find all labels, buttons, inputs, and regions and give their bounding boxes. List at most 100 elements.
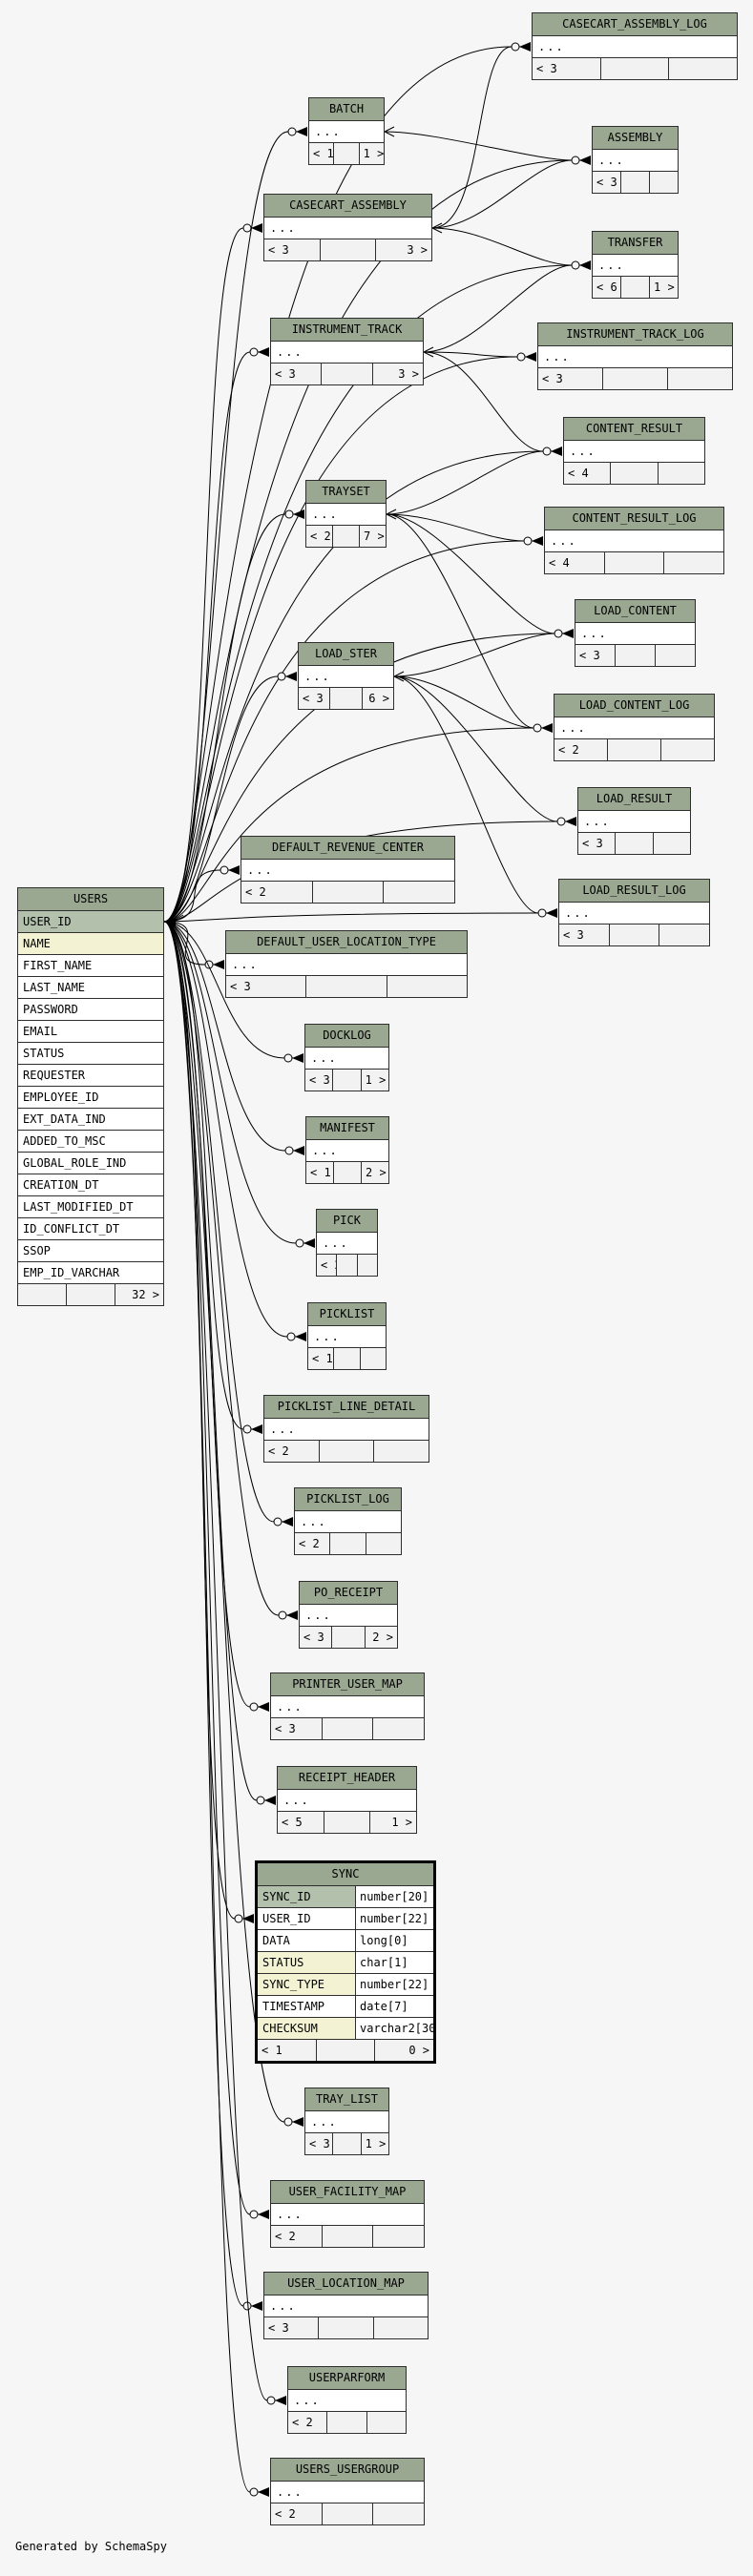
hidden-columns-row: ... (305, 2111, 388, 2133)
footer-spacer (610, 463, 657, 484)
table-name[interactable]: CONTENT_RESULT (564, 418, 704, 441)
table-footer: < 3 (226, 976, 467, 997)
table-name[interactable]: PICKLIST_LOG (295, 1488, 401, 1511)
table-name[interactable]: RECEIPT_HEADER (278, 1767, 416, 1790)
table-po_receipt[interactable]: PO_RECEIPT... < 3 2 > (299, 1581, 398, 1649)
table-name[interactable]: USER_FACILITY_MAP (271, 2181, 424, 2204)
table-name[interactable]: PICKLIST_LINE_DETAIL (264, 1396, 429, 1419)
table-name[interactable]: INSTRUMENT_TRACK (271, 319, 423, 342)
table-name[interactable]: DEFAULT_USER_LOCATION_TYPE (226, 931, 467, 954)
table-sync[interactable]: SYNC SYNC_ID number[20] USER_ID number[22] DA… (255, 1860, 436, 2064)
table-name[interactable]: USER_LOCATION_MAP (264, 2273, 428, 2296)
table-load_content[interactable]: LOAD_CONTENT... < 3 (575, 599, 696, 667)
table-footer: < 2 (241, 882, 454, 903)
table-picklist_log[interactable]: PICKLIST_LOG... < 2 (294, 1487, 402, 1555)
table-users_usergroup[interactable]: USERS_USERGROUP... < 2 (270, 2458, 425, 2525)
column-row: EXT_DATA_IND (18, 1109, 163, 1131)
table-pick[interactable]: PICK... < 2 (316, 1209, 378, 1277)
parents-count: < 3 (309, 1073, 330, 1087)
table-name[interactable]: SYNC (258, 1863, 433, 1886)
table-manifest[interactable]: MANIFEST... < 1 2 > (305, 1116, 389, 1184)
table-user_location_map[interactable]: USER_LOCATION_MAP... < 3 (263, 2272, 429, 2339)
hidden-columns-row: ... (578, 811, 690, 833)
hidden-columns-row: ... (300, 1605, 397, 1627)
table-tray_list[interactable]: TRAY_LIST... < 3 1 > (304, 2088, 389, 2155)
table-name[interactable]: CASECART_ASSEMBLY (264, 195, 431, 218)
relationship-line (423, 351, 544, 452)
table-name[interactable]: LOAD_STER (299, 643, 393, 666)
table-name[interactable]: USERS (18, 888, 163, 911)
table-name[interactable]: LOAD_CONTENT (575, 600, 695, 623)
hidden-columns-row: ... (533, 36, 737, 58)
table-name[interactable]: USERPARFORM (288, 2367, 406, 2390)
table-content_result[interactable]: CONTENT_RESULT... < 4 (563, 417, 705, 485)
table-docklog[interactable]: DOCKLOG... < 3 1 > (304, 1024, 389, 1091)
table-batch[interactable]: BATCH... < 1 1 > (308, 97, 385, 165)
table-name[interactable]: MANIFEST (306, 1117, 388, 1140)
table-picklist_line_detail[interactable]: PICKLIST_LINE_DETAIL... < 2 (263, 1395, 429, 1463)
table-user_facility_map[interactable]: USER_FACILITY_MAP... < 2 (270, 2180, 425, 2248)
arrowhead-icon (251, 1424, 262, 1434)
children-count: 3 > (371, 364, 423, 384)
table-casecart_assembly_log[interactable]: CASECART_ASSEMBLY_LOG... < 3 (532, 12, 738, 80)
table-name[interactable]: LOAD_RESULT (578, 788, 690, 811)
table-name[interactable]: TRANSFER (593, 232, 678, 255)
relationship-line (393, 675, 558, 822)
table-name[interactable]: PICKLIST (308, 1303, 386, 1326)
footer-spacer (333, 1348, 359, 1369)
table-transfer[interactable]: TRANSFER... < 6 1 > (592, 231, 679, 299)
table-userparform[interactable]: USERPARFORM... < 2 (287, 2366, 407, 2434)
footer-spacer (603, 552, 664, 573)
table-footer: < 2 (554, 739, 714, 760)
table-name[interactable]: CASECART_ASSEMBLY_LOG (533, 13, 737, 36)
children-count (649, 172, 678, 193)
column-name: EMPLOYEE_ID (23, 1091, 99, 1104)
children-count: 6 > (361, 688, 393, 709)
children-count (383, 882, 454, 903)
table-content_result_log[interactable]: CONTENT_RESULT_LOG... < 4 (544, 507, 724, 574)
table-printer_user_map[interactable]: PRINTER_USER_MAP... < 3 (270, 1672, 425, 1740)
table-picklist[interactable]: PICKLIST... < 1 (307, 1302, 387, 1370)
table-name[interactable]: USERS_USERGROUP (271, 2459, 424, 2482)
parents-count: < 3 (596, 176, 617, 189)
table-name[interactable]: ASSEMBLY (593, 127, 678, 150)
parents-count: < 3 (563, 928, 584, 942)
table-name[interactable]: TRAY_LIST (305, 2088, 388, 2111)
table-default_user_location_type[interactable]: DEFAULT_USER_LOCATION_TYPE... < 3 (225, 930, 468, 998)
table-name[interactable]: LOAD_RESULT_LOG (559, 880, 709, 903)
column-row: EMAIL (18, 1021, 163, 1043)
table-name[interactable]: PRINTER_USER_MAP (271, 1673, 424, 1696)
table-name[interactable]: PO_RECEIPT (300, 1582, 397, 1605)
table-name[interactable]: DEFAULT_REVENUE_CENTER (241, 837, 454, 860)
table-footer: < 1 0 > (258, 2040, 433, 2061)
table-assembly[interactable]: ASSEMBLY... < 3 (592, 126, 679, 194)
table-name[interactable]: CONTENT_RESULT_LOG (545, 508, 723, 530)
table-name[interactable]: DOCKLOG (305, 1025, 388, 1048)
table-load_result_log[interactable]: LOAD_RESULT_LOG... < 3 (558, 879, 710, 946)
table-load_result[interactable]: LOAD_RESULT... < 3 (577, 787, 691, 855)
children-count: 0 > (374, 2040, 433, 2061)
table-trayset[interactable]: TRAYSET... < 2 7 > (305, 480, 387, 548)
table-users[interactable]: USERS USER_ID NAME FIRST_NAME LAST_NAME PASSW… (17, 887, 164, 1306)
table-name[interactable]: TRAYSET (306, 481, 386, 504)
table-name[interactable]: LOAD_CONTENT_LOG (554, 695, 714, 717)
column-type: varchar2[30] (355, 2018, 433, 2039)
table-footer: < 6 1 > (593, 277, 678, 298)
table-instrument_track_log[interactable]: INSTRUMENT_TRACK_LOG... < 3 (537, 322, 733, 390)
table-name[interactable]: BATCH (309, 98, 384, 121)
hidden-columns-row: ... (554, 717, 714, 739)
column-name: ADDED_TO_MSC (23, 1134, 106, 1148)
table-load_ster[interactable]: LOAD_STER... < 3 6 > (298, 642, 394, 710)
table-name[interactable]: PICK (317, 1210, 377, 1233)
table-instrument_track[interactable]: INSTRUMENT_TRACK... < 3 3 > (270, 318, 424, 385)
table-default_revenue_center[interactable]: DEFAULT_REVENUE_CENTER... < 2 (241, 836, 455, 904)
column-row: CHECKSUM varchar2[30] (258, 2018, 433, 2040)
table-name[interactable]: INSTRUMENT_TRACK_LOG (538, 323, 732, 346)
hidden-columns-row: ... (306, 1140, 388, 1162)
table-casecart_assembly[interactable]: CASECART_ASSEMBLY... < 3 3 > (263, 194, 432, 261)
column-name: CREATION_DT (23, 1178, 99, 1192)
column-name: STATUS (262, 1956, 304, 1969)
table-load_content_log[interactable]: LOAD_CONTENT_LOG... < 2 (554, 694, 715, 761)
table-receipt_header[interactable]: RECEIPT_HEADER... < 5 1 > (277, 1766, 417, 1834)
children-count: 7 > (359, 526, 386, 547)
